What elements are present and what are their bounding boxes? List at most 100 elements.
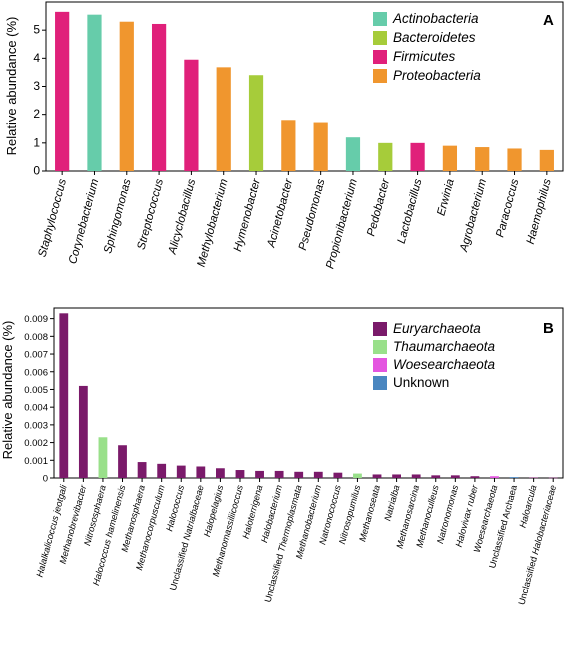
bar-8	[215, 468, 225, 478]
x-tick-label: Sphingomonas	[102, 177, 134, 254]
legend-label: Thaumarchaeota	[393, 339, 496, 354]
x-tick-label: Lactobacillus	[396, 177, 425, 245]
legend-label: Bacteroidetes	[393, 30, 476, 45]
panel-b-y-axis: 0 0.001 0.002 0.003 0.004 0.005 0.006 0.007 0.00…	[24, 314, 54, 485]
x-tick-label: Methylobacterium	[196, 177, 231, 268]
x-tick-label: Pseudomonas	[297, 177, 328, 251]
bar-8	[313, 122, 328, 171]
legend-label: Woesearchaeota	[393, 357, 496, 372]
y-tick-label: 0.002	[24, 438, 48, 449]
bar-16	[372, 474, 382, 478]
x-tick-label: Methanoseata	[357, 484, 382, 543]
x-tick-label: Paracoccus	[494, 177, 521, 238]
bar-23	[509, 477, 519, 478]
bar-12	[442, 145, 458, 171]
x-tick-label-part: Unclassified	[168, 539, 191, 592]
x-tick-label: Streptococcus	[136, 177, 167, 251]
bar-1	[87, 14, 102, 171]
bar-7	[196, 466, 206, 478]
x-tick-label-part: Unclassified	[516, 553, 539, 606]
legend-label: Euryarchaeota	[393, 321, 481, 336]
x-tick-label-part: Unclassified	[263, 551, 286, 604]
panel-b-chart: B Relative abundance (%) 0 0.001 0.002 0.00…	[0, 307, 564, 606]
legend-swatch	[373, 340, 387, 354]
bar-14	[507, 148, 522, 171]
y-tick-label: 0.003	[24, 420, 48, 431]
bar-9	[235, 470, 245, 478]
bar-19	[431, 475, 441, 478]
legend-label: Actinobacteria	[392, 11, 479, 26]
x-tick-label: Hymenobacter	[232, 177, 263, 253]
legend-swatch	[373, 376, 387, 390]
bar-10	[255, 470, 264, 478]
x-tick-label: Alicyclobacillus	[166, 177, 198, 256]
legend-swatch	[373, 69, 387, 83]
x-tick-label: Haloarcula	[518, 484, 539, 529]
bar-10	[378, 142, 393, 171]
y-tick-label: 0.004	[24, 403, 48, 414]
x-tick-label: Unclassified Halobacteriaceae	[516, 484, 558, 606]
bar-11	[410, 142, 425, 171]
bar-2	[98, 437, 108, 478]
panel-a-legend: Actinobacteria Bacteroidetes Firmicutes Pro…	[373, 11, 481, 83]
x-tick-label: Pedobacter	[365, 177, 392, 238]
legend-swatch	[373, 358, 387, 372]
y-tick-label: 0.009	[24, 314, 48, 325]
x-tick-label: Natrialba	[382, 484, 401, 522]
y-tick-label: 0	[43, 474, 48, 485]
legend-label: Firmicutes	[393, 49, 456, 64]
bar-18	[411, 474, 421, 478]
panel-b-frame	[53, 307, 564, 479]
legend-swatch	[373, 12, 387, 26]
panel-a-bars	[55, 11, 554, 171]
legend-label: Unknown	[393, 375, 449, 390]
x-tick-label: Erwinia	[435, 178, 456, 218]
x-tick-label: Staphylococcus	[37, 177, 70, 258]
x-tick-label-part: Halopelagius	[202, 484, 226, 538]
panel-a-y-axis-title: Relative abundance (%)	[4, 17, 19, 156]
legend-swatch	[373, 50, 387, 64]
bar-25	[548, 477, 558, 479]
bar-5	[216, 67, 231, 171]
legend-swatch	[373, 31, 387, 45]
bar-21	[470, 476, 480, 478]
y-tick-label: 3	[33, 79, 40, 93]
y-tick-label: 0.005	[24, 385, 48, 396]
bar-15	[539, 149, 554, 171]
y-tick-label: 0	[33, 164, 40, 178]
x-tick-label-part: Methanoseata	[357, 484, 382, 543]
bar-0	[59, 313, 69, 478]
bar-13	[313, 471, 323, 478]
y-tick-label: 4	[33, 51, 40, 65]
panel-b-y-axis-title: Relative abundance (%)	[0, 321, 15, 460]
bar-12	[294, 471, 304, 478]
bar-15	[353, 473, 362, 478]
x-tick-label: Acinetobacter	[265, 177, 295, 250]
y-tick-label: 1	[33, 135, 40, 149]
bar-9	[345, 137, 361, 171]
bar-24	[529, 477, 539, 479]
bar-5	[157, 463, 167, 478]
bar-11	[274, 470, 284, 478]
bar-1	[78, 385, 88, 478]
panel-b-label: B	[543, 320, 554, 337]
bar-22	[490, 476, 499, 478]
y-tick-label: 0.001	[24, 456, 48, 467]
x-tick-label: Agrobacterium	[458, 177, 489, 254]
y-tick-label: 0.006	[24, 367, 48, 378]
y-tick-label: 2	[33, 107, 40, 121]
panel-a-y-axis: 0 1 2 3 4 5	[33, 23, 46, 178]
bar-7	[281, 120, 296, 171]
x-tick-label-part: Halococcus	[164, 484, 186, 533]
panel-a-chart: A Relative abundance (%) 0 1 2 3 4 5 Staphylo…	[4, 1, 564, 270]
x-tick-label-part: Natrialba	[382, 484, 401, 522]
bar-2	[119, 21, 134, 171]
x-tick-label: Halopelagius	[202, 484, 226, 538]
panel-b-x-axis: Halalkalicoccus jeotgaliMethanobrevibact…	[34, 478, 558, 606]
bar-6	[176, 465, 186, 478]
x-tick-label: Halococcus	[164, 484, 186, 533]
legend-label: Proteobacteria	[393, 68, 481, 83]
y-tick-label: 0.008	[24, 332, 48, 343]
bar-0	[55, 11, 70, 171]
